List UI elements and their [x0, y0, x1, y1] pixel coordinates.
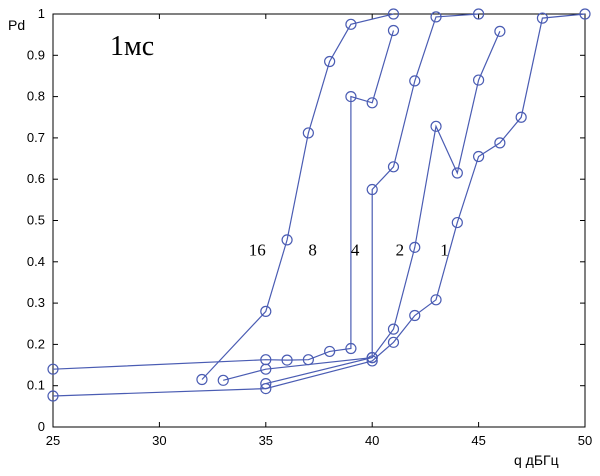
- data-point: [430, 294, 442, 306]
- y-tick-label: 0.3: [27, 295, 45, 310]
- data-point: [302, 354, 314, 366]
- x-tick-label: 30: [152, 433, 166, 448]
- series-lines: [52, 13, 586, 397]
- y-tick-label: 0.8: [27, 89, 45, 104]
- y-tick-label: 0.7: [27, 130, 45, 145]
- data-point: [430, 11, 442, 23]
- data-point: [387, 336, 400, 348]
- series-label-8: 8: [308, 241, 317, 260]
- series-line-16: [201, 13, 394, 380]
- data-point: [366, 355, 378, 367]
- data-point: [196, 373, 208, 386]
- data-point: [387, 8, 400, 20]
- tick-labels: 25 30 35 40 45 50 0 0.1 0.2 0.3 0.4 0.5 0.6 0.7 0.8 0.9…: [27, 6, 592, 448]
- y-tick-label: 1: [38, 6, 45, 21]
- data-point: [281, 354, 293, 366]
- data-point: [451, 216, 463, 229]
- axis-ticks: [52, 13, 586, 428]
- data-point: [451, 167, 463, 179]
- y-tick-label: 0.4: [27, 254, 45, 269]
- data-point: [473, 150, 485, 163]
- data-point: [366, 97, 378, 109]
- data-point: [260, 382, 272, 395]
- data-point: [345, 18, 357, 30]
- x-tick-label: 40: [365, 433, 379, 448]
- data-point: [579, 8, 591, 20]
- y-tick-label: 0.1: [27, 378, 45, 393]
- data-point: [366, 352, 378, 364]
- data-point: [494, 137, 506, 149]
- data-point: [281, 234, 293, 246]
- data-point: [260, 378, 272, 390]
- data-point: [430, 120, 442, 132]
- data-point: [387, 323, 400, 335]
- data-point: [260, 305, 272, 317]
- series-labels: 1 2 4 8 16: [249, 241, 449, 260]
- data-point: [409, 309, 421, 322]
- y-axis-label: Pd: [8, 17, 25, 33]
- y-tick-label: 0.5: [27, 213, 45, 228]
- series-label-16: 16: [249, 241, 266, 260]
- data-point: [345, 342, 357, 355]
- data-point: [409, 241, 421, 253]
- y-tick-label: 0.2: [27, 336, 45, 351]
- data-point: [409, 75, 421, 87]
- data-point: [260, 354, 272, 366]
- chart-annotation: 1мс: [110, 31, 154, 62]
- data-point: [387, 24, 400, 37]
- series-line-2: [265, 31, 501, 385]
- x-tick-label: 35: [259, 433, 273, 448]
- data-point: [366, 183, 378, 196]
- series-markers: [47, 8, 591, 402]
- y-tick-label: 0.9: [27, 47, 45, 62]
- data-point: [515, 111, 527, 123]
- data-point: [473, 8, 485, 20]
- series-line-1: [52, 13, 586, 397]
- data-point: [217, 374, 229, 386]
- y-tick-label: 0.6: [27, 171, 45, 186]
- data-point: [473, 74, 485, 86]
- data-point: [387, 161, 400, 173]
- series-label-2: 2: [396, 241, 405, 260]
- data-point: [302, 127, 314, 139]
- series-label-4: 4: [351, 241, 360, 260]
- data-point: [324, 345, 336, 358]
- series-line-8: [52, 30, 395, 370]
- x-axis-label: q дБГц: [514, 452, 559, 468]
- x-tick-label: 45: [471, 433, 485, 448]
- x-tick-label: 50: [578, 433, 592, 448]
- y-tick-label: 0: [38, 419, 45, 434]
- series-label-1: 1: [440, 241, 449, 260]
- data-point: [536, 12, 549, 24]
- series-line-4: [223, 13, 479, 381]
- data-point: [324, 55, 336, 68]
- data-point: [47, 363, 59, 375]
- data-point: [345, 90, 357, 103]
- x-tick-label: 25: [46, 433, 60, 448]
- data-point: [47, 390, 59, 402]
- data-point: [494, 25, 506, 37]
